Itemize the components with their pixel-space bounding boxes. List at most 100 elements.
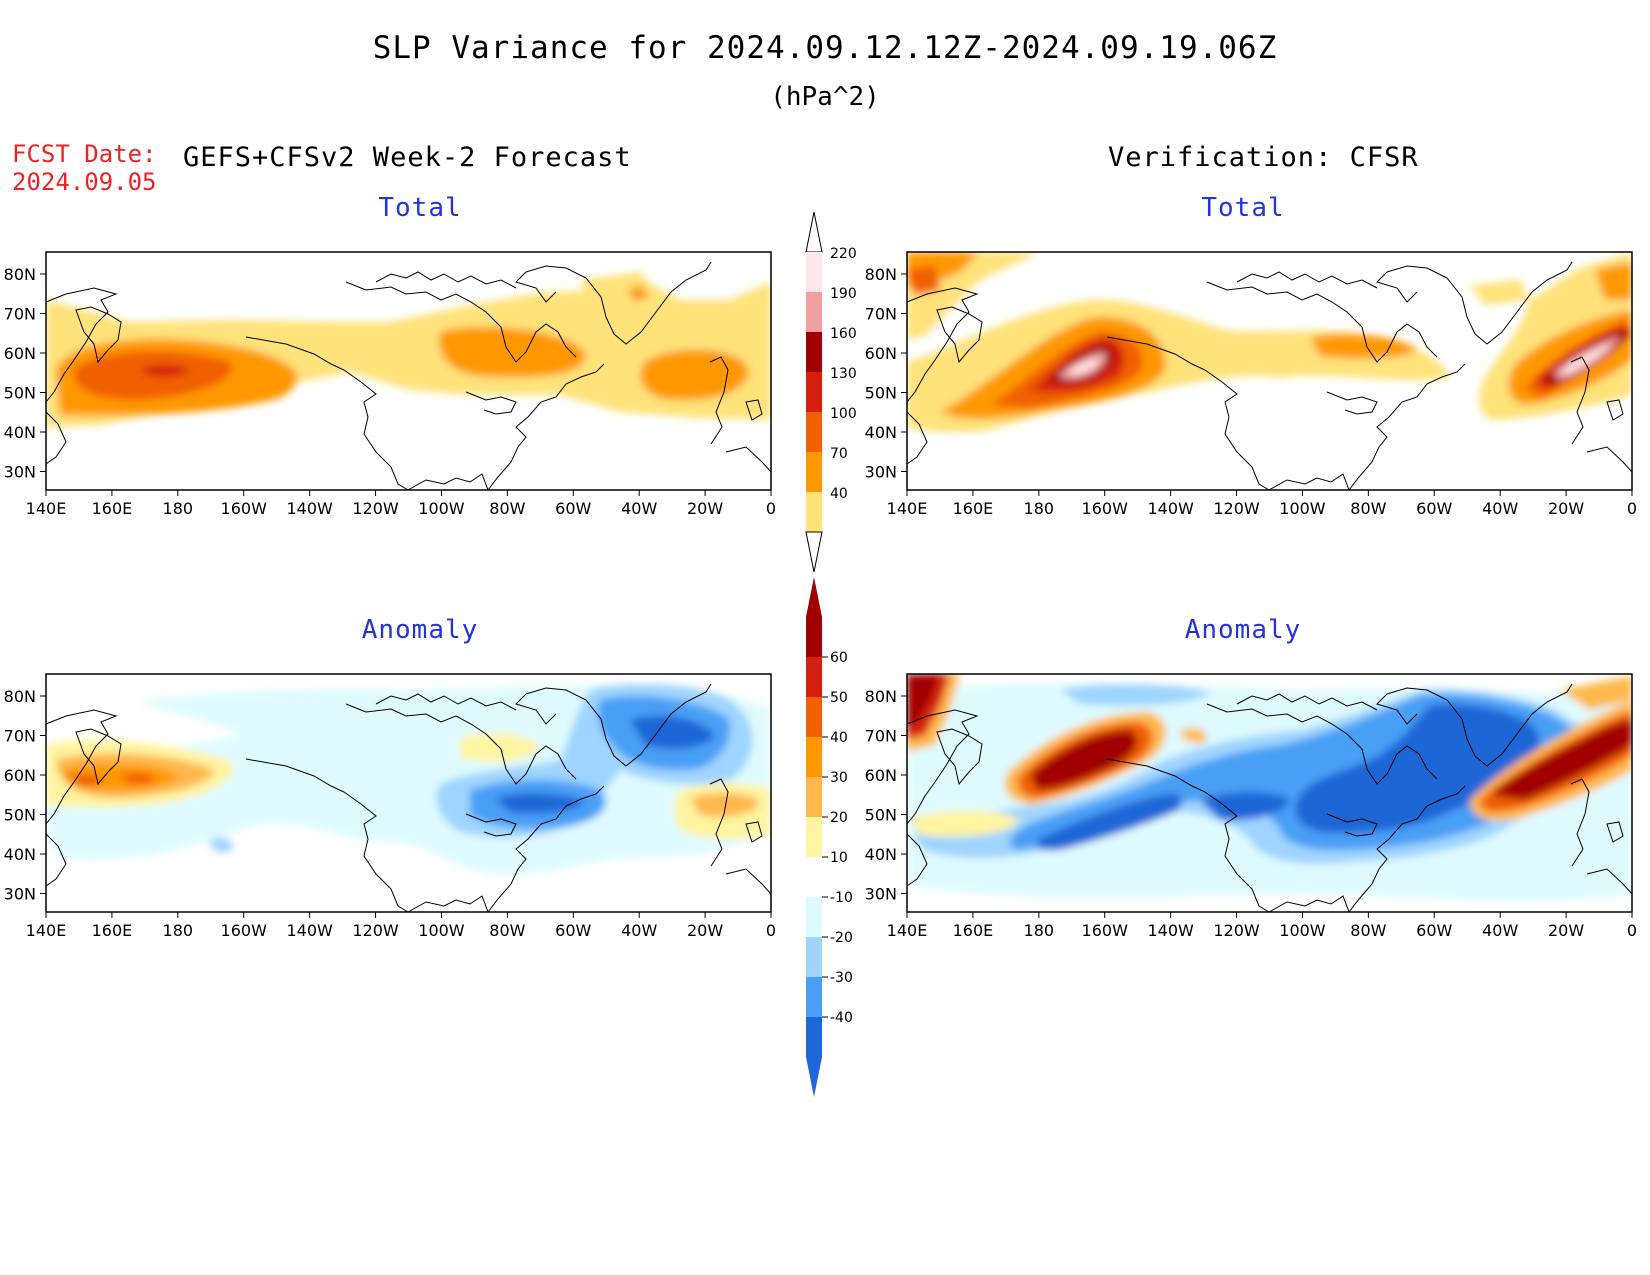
map-frame-verif-total: [906, 251, 1633, 491]
map-verif-total: [907, 252, 1632, 433]
lon-tick-label: 100W: [418, 921, 465, 940]
lon-tick-label: 160W: [1082, 499, 1129, 518]
lon-tick-label: 20W: [1548, 499, 1584, 518]
lon-tick-label: 180: [1024, 499, 1055, 518]
colorbar-anomaly-label: 30: [830, 770, 848, 786]
lon-tick-label: 140E: [26, 499, 67, 518]
verification-header: Verification: CFSR: [1108, 142, 1419, 173]
lon-tick-label: 160E: [92, 921, 133, 940]
lon-tick-label: 100W: [1279, 499, 1326, 518]
colorbar-anomaly: 60 50 40 30 20 10 -10 -20 -30 -40: [806, 577, 853, 1097]
lon-tick-label: 140W: [286, 499, 333, 518]
colorbar-anomaly-swatch: [806, 897, 822, 937]
colorbar-anomaly-bottom-arrow: [806, 1057, 822, 1097]
lat-tick-label: 60N: [865, 766, 897, 785]
lon-tick-label: 140W: [286, 921, 333, 940]
colorbar-anomaly-label: -40: [830, 1010, 853, 1026]
lon-tick-label: 60W: [555, 921, 591, 940]
lat-tick-label: 70N: [865, 727, 897, 746]
lon-tick-label: 20W: [687, 921, 723, 940]
lon-tick-label: 60W: [555, 499, 591, 518]
colorbar-anomaly-label: -20: [830, 930, 853, 946]
coastline-fcst-total: [45, 261, 772, 491]
lat-tick-label: 70N: [4, 727, 36, 746]
colorbar-anomaly-label: 10: [830, 850, 848, 866]
forecast-header: GEFS+CFSv2 Week-2 Forecast: [183, 142, 632, 173]
colorbar-total-bottom-arrow: [805, 531, 823, 573]
fcst-date-label: FCST Date:: [12, 140, 157, 168]
colorbar-anomaly-swatch: [806, 817, 822, 857]
panel-title-verif-anomaly: Anomaly: [1184, 615, 1302, 645]
colorbar-anomaly-swatch: [806, 777, 822, 817]
map-frame-verif-anomaly: [906, 673, 1633, 913]
lon-tick-label: 160E: [92, 499, 133, 518]
lon-tick-label: 0: [766, 921, 776, 940]
lat-tick-label: 70N: [865, 305, 897, 324]
colorbar-total-swatch: [806, 412, 822, 452]
panel-title-fcst-total: Total: [378, 193, 462, 223]
colorbar-anomaly-label: 60: [830, 650, 848, 666]
lon-tick-label: 120W: [1213, 921, 1260, 940]
colorbar-total-label: 70: [830, 446, 848, 462]
colorbar-anomaly-swatch: [806, 657, 822, 697]
lon-tick-label: 20W: [687, 499, 723, 518]
lon-tick-label: 0: [1627, 921, 1637, 940]
colorbar-total-swatch: [806, 372, 822, 412]
lat-tick-label: 80N: [865, 687, 897, 706]
map-frame-fcst-total: [45, 251, 772, 491]
colorbar-anomaly-swatch: [806, 737, 822, 777]
map-fcst-anomaly: [46, 684, 771, 875]
lon-tick-label: 160E: [953, 499, 994, 518]
lat-tick-label: 60N: [865, 344, 897, 363]
lat-tick-label: 80N: [865, 265, 897, 284]
lon-tick-label: 100W: [1279, 921, 1326, 940]
lon-tick-label: 140E: [26, 921, 67, 940]
lat-tick-label: 50N: [865, 806, 897, 825]
colorbar-anomaly-label: -30: [830, 970, 853, 986]
colorbar-total-swatch: [806, 252, 822, 292]
lat-tick-label: 60N: [4, 766, 36, 785]
colorbar-total-swatch: [806, 452, 822, 492]
lon-tick-label: 100W: [418, 499, 465, 518]
lat-tick-label: 50N: [4, 806, 36, 825]
colorbar-anomaly-label: -10: [830, 890, 853, 906]
colorbar-anomaly-label: 40: [830, 730, 848, 746]
lon-tick-label: 80W: [1350, 499, 1386, 518]
coastline-verif-total: [906, 261, 1633, 491]
lon-tick-label: 60W: [1416, 499, 1452, 518]
lat-tick-label: 30N: [865, 463, 897, 482]
map-frames: [45, 251, 1633, 913]
lon-tick-label: 140W: [1147, 499, 1194, 518]
lon-tick-label: 180: [1024, 921, 1055, 940]
colorbar-anomaly-swatch: [806, 1017, 822, 1057]
lon-tick-label: 40W: [621, 499, 657, 518]
coastline-verif-anomaly: [906, 683, 1633, 913]
panel-title-verif-total: Total: [1201, 193, 1285, 223]
lat-tick-label: 30N: [4, 885, 36, 904]
colorbar-anomaly-swatch: [806, 617, 822, 657]
lat-tick-label: 60N: [4, 344, 36, 363]
lon-tick-label: 40W: [1482, 921, 1518, 940]
lon-tick-label: 140E: [887, 921, 928, 940]
lon-tick-label: 180: [163, 921, 194, 940]
lat-tick-label: 30N: [4, 463, 36, 482]
lon-tick-label: 80W: [1350, 921, 1386, 940]
fcst-date-value: 2024.09.05: [12, 168, 157, 196]
lat-tick-label: 80N: [4, 687, 36, 706]
lon-tick-label: 40W: [621, 921, 657, 940]
lon-tick-label: 80W: [489, 499, 525, 518]
lon-tick-label: 0: [1627, 499, 1637, 518]
lat-tick-label: 40N: [865, 845, 897, 864]
lon-tick-label: 160W: [221, 499, 268, 518]
lat-tick-label: 50N: [4, 384, 36, 403]
lon-tick-label: 40W: [1482, 499, 1518, 518]
lat-tick-label: 40N: [4, 845, 36, 864]
coastlines: [45, 261, 1633, 913]
colorbar-anomaly-top-arrow: [806, 577, 822, 617]
colorbar-total-swatch: [806, 332, 822, 372]
colorbar-total-swatch: [806, 292, 822, 332]
colorbar-total: 220 190 160 130 100 70 40: [805, 211, 857, 573]
lon-tick-label: 80W: [489, 921, 525, 940]
colorbar-anomaly-label: 50: [830, 690, 848, 706]
